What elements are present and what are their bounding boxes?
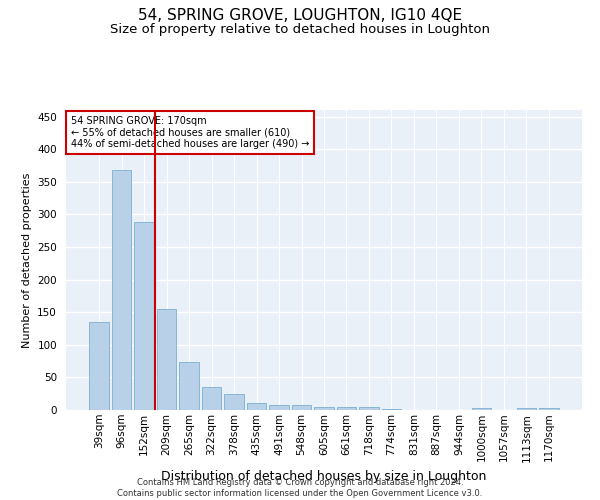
Bar [337, 408, 356, 410]
Bar [472, 408, 491, 410]
Bar [247, 404, 266, 410]
Y-axis label: Number of detached properties: Number of detached properties [22, 172, 32, 348]
Bar [539, 408, 559, 410]
Text: 54, SPRING GROVE, LOUGHTON, IG10 4QE: 54, SPRING GROVE, LOUGHTON, IG10 4QE [138, 8, 462, 22]
Bar [224, 394, 244, 410]
Bar [112, 170, 131, 410]
Bar [157, 309, 176, 410]
Text: Contains HM Land Registry data © Crown copyright and database right 2024.
Contai: Contains HM Land Registry data © Crown c… [118, 478, 482, 498]
Text: Size of property relative to detached houses in Loughton: Size of property relative to detached ho… [110, 22, 490, 36]
X-axis label: Distribution of detached houses by size in Loughton: Distribution of detached houses by size … [161, 470, 487, 483]
Bar [314, 406, 334, 410]
Bar [134, 222, 154, 410]
Bar [202, 386, 221, 410]
Bar [359, 408, 379, 410]
Bar [292, 406, 311, 410]
Bar [517, 408, 536, 410]
Text: 54 SPRING GROVE: 170sqm
← 55% of detached houses are smaller (610)
44% of semi-d: 54 SPRING GROVE: 170sqm ← 55% of detache… [71, 116, 310, 149]
Bar [89, 322, 109, 410]
Bar [269, 405, 289, 410]
Bar [179, 362, 199, 410]
